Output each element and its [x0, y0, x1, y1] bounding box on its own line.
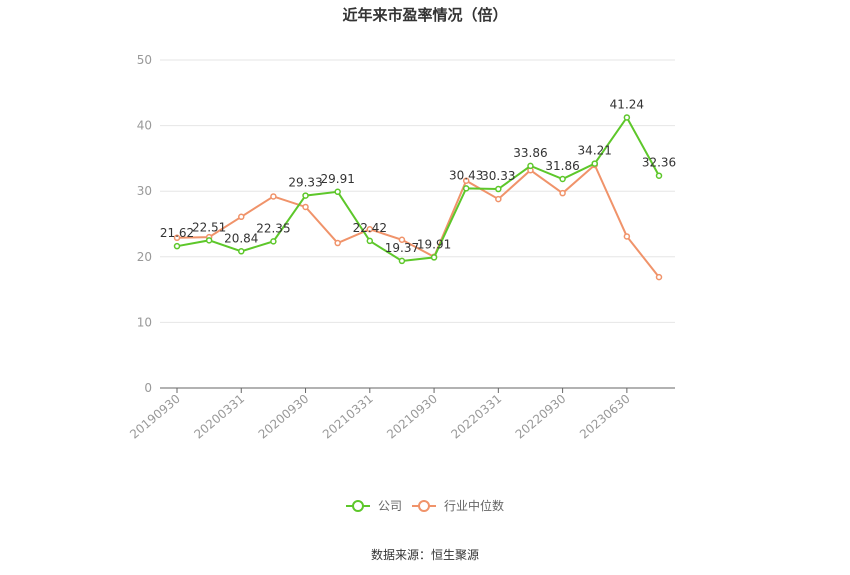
data-label: 22.51 — [192, 220, 226, 234]
point-1 — [334, 239, 341, 247]
y-axis: 0 10 20 30 40 50 — [137, 53, 152, 395]
y-tick-label: 30 — [137, 184, 152, 198]
point-1 — [623, 233, 631, 240]
legend-item-1[interactable]: 行业中位数 — [412, 498, 504, 513]
data-label: 21.62 — [160, 226, 194, 240]
data-label: 31.86 — [545, 159, 579, 173]
point-1 — [462, 177, 470, 184]
point-1 — [302, 203, 309, 211]
point-0 — [623, 114, 631, 121]
point-0 — [205, 237, 213, 244]
data-label: 32.36 — [642, 156, 676, 170]
point-0 — [527, 162, 534, 170]
point-0 — [238, 248, 245, 255]
x-axis: 20190930 20200331 20200930 20210331 20210930… — [127, 387, 675, 442]
point-0 — [334, 188, 341, 196]
data-label: 19.37 — [385, 241, 419, 255]
x-tick-label: 20220930 — [513, 392, 569, 442]
data-label: 33.86 — [513, 146, 547, 160]
data-label: 22.35 — [256, 221, 290, 235]
point-0 — [270, 238, 277, 245]
point-0 — [302, 192, 309, 199]
y-tick-label: 50 — [137, 53, 152, 67]
y-tick-label: 20 — [137, 250, 152, 264]
data-label: 30.33 — [481, 169, 515, 183]
point-1 — [366, 225, 374, 233]
x-tick-label: 20210331 — [320, 392, 376, 442]
y-tick-label: 0 — [144, 381, 152, 395]
chart-title: 近年来市盈率情况（倍） — [342, 6, 507, 24]
data-label: 29.33 — [288, 176, 322, 190]
data-label: 34.21 — [578, 144, 612, 158]
point-0 — [173, 242, 181, 250]
point-1 — [238, 213, 245, 221]
point-1 — [495, 195, 502, 203]
series-group — [173, 114, 663, 281]
point-0 — [559, 175, 566, 183]
legend-marker — [352, 500, 364, 512]
x-tick-label: 20230630 — [577, 392, 633, 442]
point-0 — [462, 185, 470, 192]
data-label: 29.91 — [320, 172, 354, 186]
point-1 — [655, 273, 663, 281]
legend[interactable]: 公司 行业中位数 — [346, 498, 504, 513]
point-1 — [173, 234, 181, 242]
x-tick-label: 20220331 — [448, 392, 504, 442]
point-0 — [495, 185, 502, 193]
data-label: 41.24 — [610, 97, 644, 111]
legend-marker — [418, 500, 430, 512]
x-tick-label: 20200930 — [256, 392, 312, 442]
point-1 — [559, 189, 566, 197]
point-0 — [398, 257, 406, 265]
point-1 — [270, 193, 277, 200]
x-tick-label: 20190930 — [127, 392, 183, 442]
point-0 — [591, 160, 598, 167]
grid — [160, 59, 675, 323]
series-line-0 — [176, 115, 660, 262]
point-0 — [430, 254, 438, 261]
point-0 — [655, 172, 663, 179]
point-1 — [398, 236, 406, 243]
y-tick-label: 40 — [137, 119, 152, 133]
data-label: 19.91 — [417, 237, 451, 251]
legend-label: 公司 — [378, 499, 402, 513]
source-text: 数据来源：恒生聚源 — [371, 547, 479, 562]
data-label: 30.43 — [449, 168, 483, 182]
legend-item-0[interactable]: 公司 — [346, 499, 402, 513]
legend-label: 行业中位数 — [444, 498, 504, 513]
x-tick-label: 20210930 — [384, 392, 440, 442]
y-tick-label: 10 — [137, 315, 152, 329]
x-tick-label: 20200331 — [191, 392, 247, 442]
data-label: 22.42 — [353, 221, 387, 235]
series-line-1 — [176, 163, 660, 278]
point-0 — [366, 237, 374, 245]
data-label: 20.84 — [224, 231, 258, 245]
